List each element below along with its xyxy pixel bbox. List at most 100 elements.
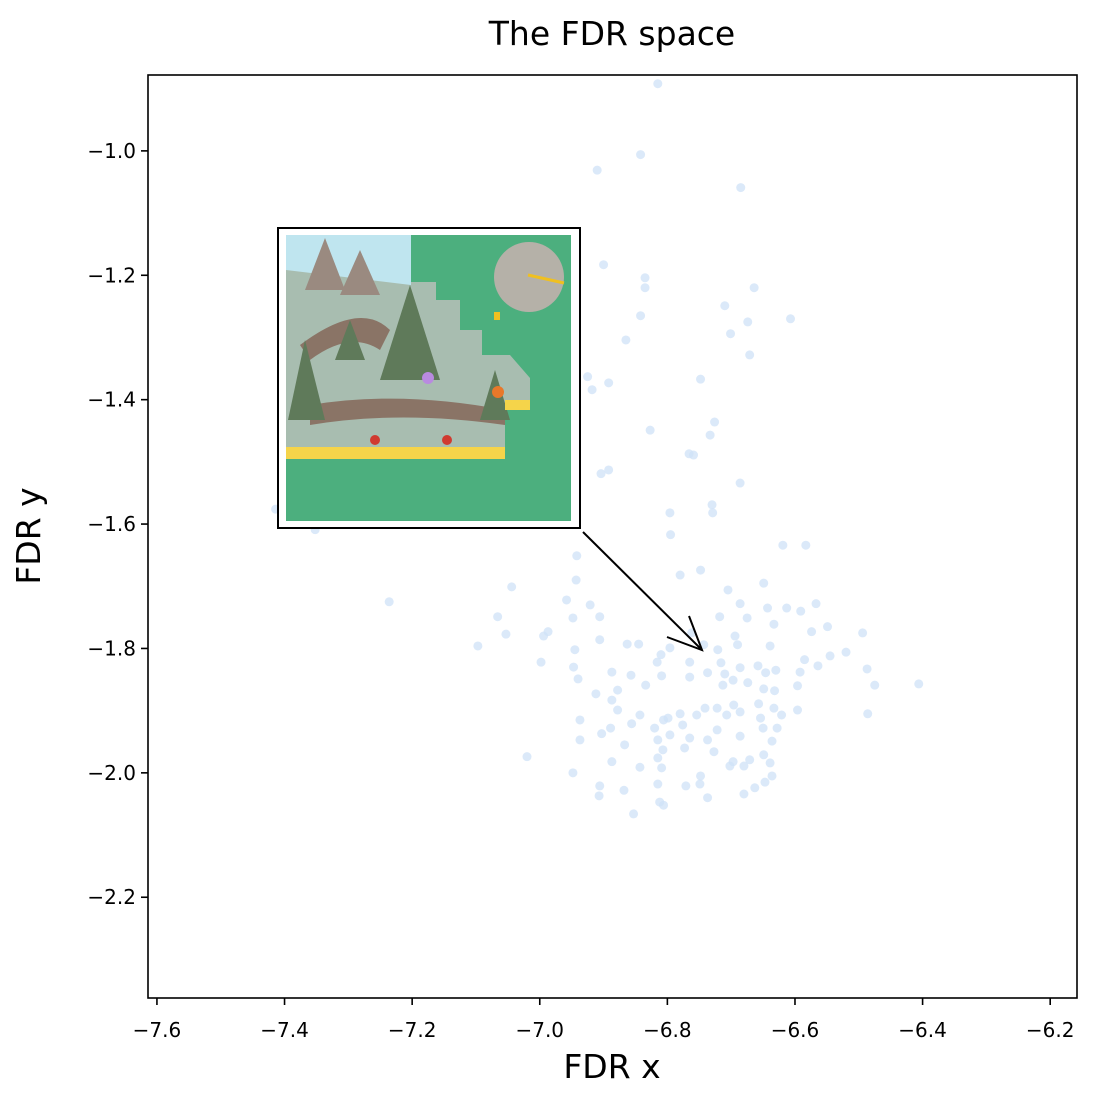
- point: [759, 750, 769, 760]
- point: [685, 672, 695, 682]
- point: [718, 680, 728, 690]
- point: [736, 183, 746, 193]
- point: [568, 613, 578, 623]
- inset-sprite: [442, 435, 452, 445]
- point: [743, 317, 753, 327]
- point: [653, 735, 663, 745]
- point: [841, 647, 851, 657]
- point: [599, 260, 609, 270]
- point: [680, 743, 690, 753]
- inset-image: [277, 227, 581, 529]
- point: [823, 622, 833, 632]
- point: [769, 619, 779, 629]
- arrow-head: [666, 615, 704, 652]
- point: [658, 745, 668, 755]
- point: [753, 661, 763, 671]
- point: [604, 465, 614, 475]
- point: [696, 374, 706, 384]
- point: [583, 372, 593, 382]
- point: [685, 657, 695, 667]
- point: [760, 777, 770, 787]
- point: [641, 680, 651, 690]
- point: [765, 641, 775, 651]
- x-tick-label: −6.6: [771, 1018, 820, 1042]
- point: [870, 680, 880, 690]
- point: [571, 575, 581, 585]
- point: [689, 450, 699, 460]
- point: [621, 335, 631, 345]
- point: [715, 612, 725, 622]
- y-axis-label: FDR y: [9, 487, 48, 584]
- points: [271, 79, 924, 819]
- point: [726, 329, 736, 339]
- point: [735, 478, 745, 488]
- point: [635, 762, 645, 772]
- inset-platform: [505, 400, 530, 410]
- axes: −7.6 −7.4 −7.2 −7.0 −6.8 −6.6 −6.4 −6.2 −1.0 −1.2…: [87, 139, 1074, 1042]
- point: [665, 508, 675, 518]
- point: [604, 378, 614, 388]
- point: [735, 707, 745, 717]
- point: [739, 761, 749, 771]
- point: [592, 165, 602, 175]
- point: [761, 668, 771, 678]
- point: [652, 657, 662, 667]
- point: [813, 661, 823, 671]
- point: [720, 669, 730, 679]
- point: [703, 735, 713, 745]
- point: [597, 729, 607, 739]
- arrow-shaft: [582, 531, 703, 651]
- point: [703, 793, 713, 803]
- plot-frame: [147, 74, 1078, 999]
- point: [636, 150, 646, 160]
- point: [645, 425, 655, 435]
- point: [653, 779, 663, 789]
- point: [692, 710, 702, 720]
- point: [650, 723, 660, 733]
- point: [568, 768, 578, 778]
- point: [796, 606, 806, 616]
- y-tick-label: −1.0: [87, 139, 136, 163]
- point: [807, 627, 817, 637]
- point: [607, 695, 617, 705]
- x-tick-label: −7.4: [260, 1018, 309, 1042]
- point: [863, 709, 873, 719]
- point: [914, 679, 924, 689]
- x-tick-label: −7.2: [388, 1018, 437, 1042]
- point: [656, 650, 666, 660]
- point: [595, 612, 605, 622]
- y-tick-label: −1.2: [87, 263, 136, 287]
- point: [767, 771, 777, 781]
- point: [575, 715, 585, 725]
- annotation-arrow: [582, 531, 704, 652]
- inset-mountain: [305, 238, 345, 290]
- point: [862, 664, 872, 674]
- point: [666, 530, 676, 540]
- point: [786, 314, 796, 324]
- x-axis-label: FDR x: [563, 1047, 660, 1086]
- inset-sprite: [494, 312, 500, 320]
- point: [607, 757, 617, 767]
- point: [712, 725, 722, 735]
- point: [569, 662, 579, 672]
- point: [778, 540, 788, 550]
- point: [640, 273, 650, 283]
- point: [635, 710, 645, 720]
- point: [657, 763, 667, 773]
- point: [659, 715, 669, 725]
- point: [575, 735, 585, 745]
- point: [695, 779, 705, 789]
- point: [739, 789, 749, 799]
- point: [591, 689, 601, 699]
- point: [723, 585, 733, 595]
- y-tick-label: −1.6: [87, 512, 136, 536]
- point: [707, 500, 717, 510]
- inset-needle: [527, 273, 565, 285]
- point: [709, 747, 719, 757]
- point: [708, 508, 718, 518]
- point: [501, 629, 511, 639]
- point: [595, 635, 605, 645]
- point: [705, 430, 715, 440]
